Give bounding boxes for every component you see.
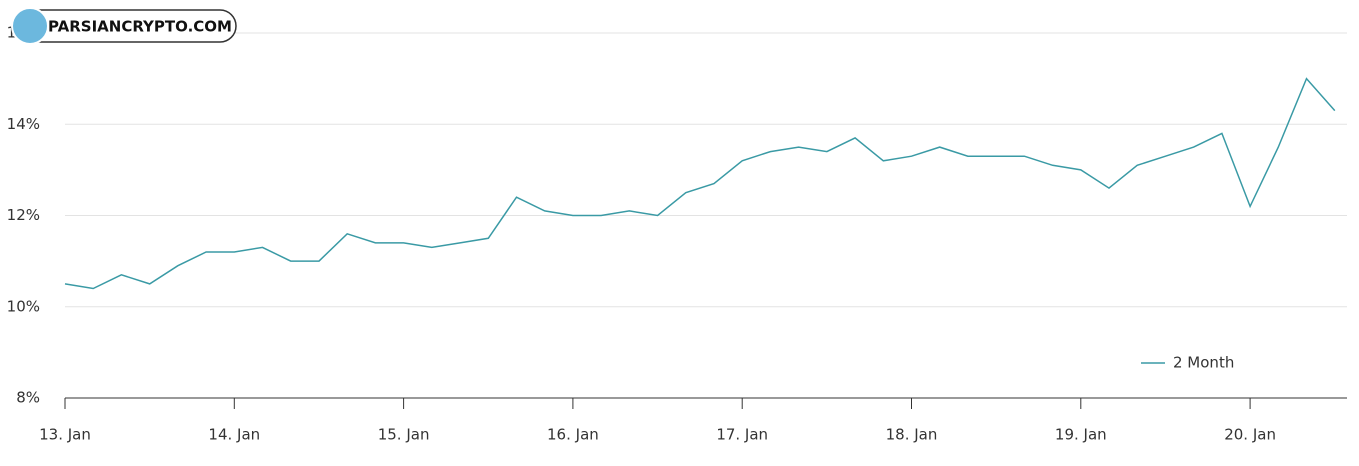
y-tick-label: 8%: [16, 389, 40, 407]
watermark-logo: [11, 7, 49, 45]
line-series: [64, 77, 1336, 290]
x-tick-label: 15. Jan: [378, 426, 430, 444]
watermark: PARSIANCRYPTO.COM: [11, 7, 237, 45]
x-tick-label: 16. Jan: [547, 426, 599, 444]
x-tick-label: 18. Jan: [886, 426, 938, 444]
legend-label: 2 Month: [1173, 354, 1234, 372]
x-tick-label: 19. Jan: [1055, 426, 1107, 444]
y-tick-label: 14%: [7, 115, 40, 133]
y-tick-label: 12%: [7, 206, 40, 224]
x-tick-label: 17. Jan: [716, 426, 768, 444]
x-tick-label: 14. Jan: [208, 426, 260, 444]
x-tick-label: 20. Jan: [1224, 426, 1276, 444]
x-tick-label: 13. Jan: [39, 426, 91, 444]
watermark-text: PARSIANCRYPTO.COM: [48, 18, 232, 36]
y-tick-label: 10%: [7, 297, 40, 315]
